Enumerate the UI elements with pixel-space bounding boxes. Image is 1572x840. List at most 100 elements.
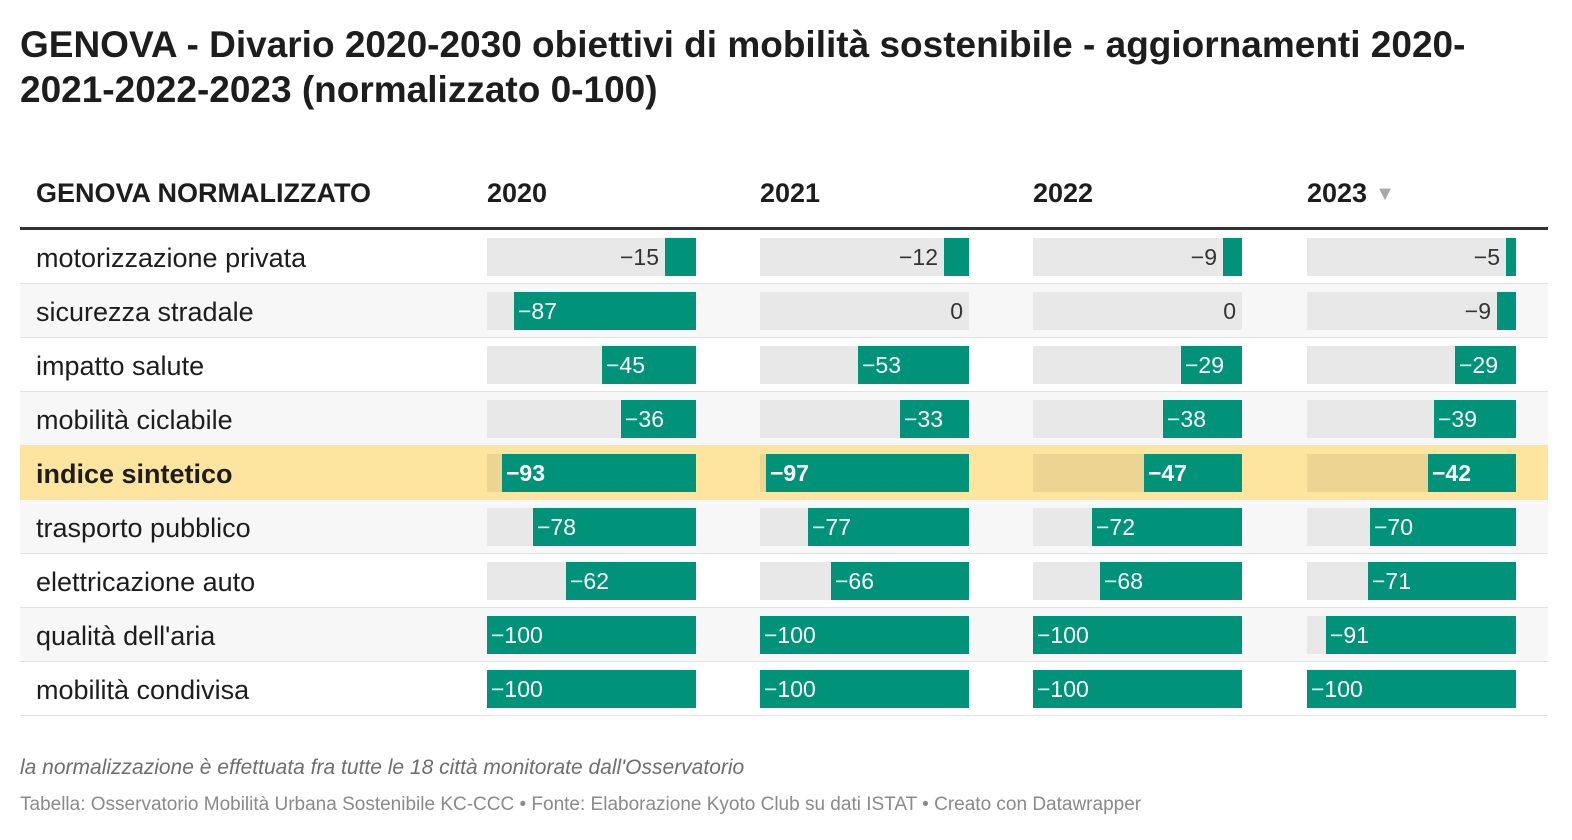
row-header-label[interactable]: GENOVA NORMALIZZATO bbox=[36, 178, 371, 208]
bar-cell: −77 bbox=[760, 508, 969, 546]
bar-cell: −100 bbox=[1033, 670, 1242, 708]
table-row: qualità dell'aria −100 −100 −100 −91 bbox=[20, 608, 1548, 662]
bar-cell: −9 bbox=[1307, 292, 1516, 330]
bar bbox=[487, 616, 696, 654]
bar bbox=[831, 562, 969, 600]
bar bbox=[1497, 292, 1516, 330]
bar-cell: −38 bbox=[1033, 400, 1242, 438]
bar-cell: −29 bbox=[1307, 346, 1516, 384]
bar-value-label: −9 bbox=[1190, 244, 1217, 270]
row-label: sicurezza stradale bbox=[36, 297, 254, 327]
bar bbox=[900, 400, 969, 438]
bar-value-label: −100 bbox=[491, 622, 543, 648]
bar-value-label: −42 bbox=[1432, 460, 1472, 486]
table-body: motorizzazione privata −15 −12 −9 −5 sicurezz… bbox=[20, 230, 1548, 716]
bar-cell: −42 bbox=[1307, 454, 1516, 492]
bar bbox=[1368, 562, 1516, 600]
bar-value-label: −29 bbox=[1459, 352, 1499, 378]
bar bbox=[1100, 562, 1242, 600]
table-row: impatto salute −45 −53 −29 −29 bbox=[20, 338, 1548, 392]
table-row: trasporto pubblico −78 −77 −72 −70 bbox=[20, 500, 1548, 554]
column-header-2020[interactable]: 2020 bbox=[487, 178, 548, 208]
bar-cell: −15 bbox=[487, 238, 696, 276]
bar-cell: −70 bbox=[1307, 508, 1516, 546]
bar-value-label: −87 bbox=[518, 298, 558, 324]
bar-cell: −45 bbox=[487, 346, 696, 384]
bar-value-label: −100 bbox=[764, 676, 816, 702]
sort-descending-icon: ▼ bbox=[1375, 183, 1395, 205]
bar bbox=[1455, 346, 1516, 384]
bar-cell: −100 bbox=[760, 616, 969, 654]
bar-cell: −100 bbox=[487, 670, 696, 708]
table-row: indice sintetico −93 −97 −47 −42 bbox=[20, 446, 1548, 500]
row-label: trasporto pubblico bbox=[36, 513, 251, 543]
bar bbox=[1307, 670, 1516, 708]
table-row: motorizzazione privata −15 −12 −9 −5 bbox=[20, 230, 1548, 284]
table-row: sicurezza stradale −87 0 0 −9 bbox=[20, 284, 1548, 338]
bar bbox=[1163, 400, 1242, 438]
bar bbox=[533, 508, 696, 546]
bar-value-label: 0 bbox=[1223, 298, 1236, 324]
bar-track bbox=[1307, 238, 1516, 276]
table-source: Tabella: Osservatorio Mobilità Urbana So… bbox=[20, 794, 1142, 815]
bar bbox=[1144, 454, 1242, 492]
bar-value-label: −70 bbox=[1374, 514, 1414, 540]
column-header-text: 2023 bbox=[1307, 178, 1368, 208]
bar-cell: −87 bbox=[487, 292, 696, 330]
row-label: mobilità ciclabile bbox=[36, 405, 233, 435]
bar-track bbox=[487, 238, 696, 276]
bar-cell: −9 bbox=[1033, 238, 1242, 276]
bar-cell: −78 bbox=[487, 508, 696, 546]
bar bbox=[1033, 616, 1242, 654]
bar-value-label: −29 bbox=[1185, 352, 1225, 378]
bar-cell: −97 bbox=[760, 454, 969, 492]
bar-value-label: −71 bbox=[1372, 568, 1412, 594]
bar-value-label: −97 bbox=[770, 460, 810, 486]
bar-value-label: −100 bbox=[491, 676, 543, 702]
column-header-2021[interactable]: 2021 bbox=[760, 178, 821, 208]
bar bbox=[1092, 508, 1242, 546]
table-row: mobilità condivisa −100 −100 −100 −100 bbox=[20, 662, 1548, 716]
bar-value-label: −12 bbox=[898, 244, 938, 270]
bar-cell: −12 bbox=[760, 238, 969, 276]
bar-cell: −39 bbox=[1307, 400, 1516, 438]
bar-value-label: −38 bbox=[1167, 406, 1207, 432]
data-table: GENOVA NORMALIZZATO 2020 2021 2022 2023 ▼ mo… bbox=[20, 162, 1548, 716]
bar-cell: −36 bbox=[487, 400, 696, 438]
bar-track bbox=[760, 238, 969, 276]
bar-cell: −100 bbox=[760, 670, 969, 708]
bar-value-label: 0 bbox=[950, 298, 963, 324]
bar-cell: −71 bbox=[1307, 562, 1516, 600]
bar-value-label: −9 bbox=[1464, 298, 1491, 324]
bar-value-label: −72 bbox=[1096, 514, 1136, 540]
bar-cell: −72 bbox=[1033, 508, 1242, 546]
bar-value-label: −68 bbox=[1104, 568, 1144, 594]
bar-value-label: −77 bbox=[812, 514, 852, 540]
bar bbox=[665, 238, 696, 276]
bar-value-label: −47 bbox=[1148, 460, 1188, 486]
column-header-2023[interactable]: 2023 ▼ bbox=[1307, 162, 1395, 227]
table-row: mobilità ciclabile −36 −33 −38 −39 bbox=[20, 392, 1548, 446]
bar-value-label: −45 bbox=[606, 352, 646, 378]
bar-cell: −68 bbox=[1033, 562, 1242, 600]
bar-value-label: −100 bbox=[1311, 676, 1363, 702]
bar bbox=[1506, 238, 1516, 276]
bar-cell: 0 bbox=[1033, 292, 1242, 330]
column-header-2022[interactable]: 2022 bbox=[1033, 178, 1094, 208]
bar-track bbox=[1307, 292, 1516, 330]
bar bbox=[760, 670, 969, 708]
bar-cell: −93 bbox=[487, 454, 696, 492]
bar-value-label: −53 bbox=[862, 352, 902, 378]
bar bbox=[602, 346, 696, 384]
bar-cell: 0 bbox=[760, 292, 969, 330]
bar-cell: −62 bbox=[487, 562, 696, 600]
bar-cell: −91 bbox=[1307, 616, 1516, 654]
bar bbox=[760, 616, 969, 654]
bar-value-label: −62 bbox=[570, 568, 610, 594]
bar bbox=[808, 508, 969, 546]
table-notes: la normalizzazione è effettuata fra tutt… bbox=[20, 756, 745, 779]
bar bbox=[514, 292, 696, 330]
bar-value-label: −15 bbox=[619, 244, 659, 270]
row-label: mobilità condivisa bbox=[36, 675, 250, 705]
row-label: indice sintetico bbox=[36, 459, 233, 489]
